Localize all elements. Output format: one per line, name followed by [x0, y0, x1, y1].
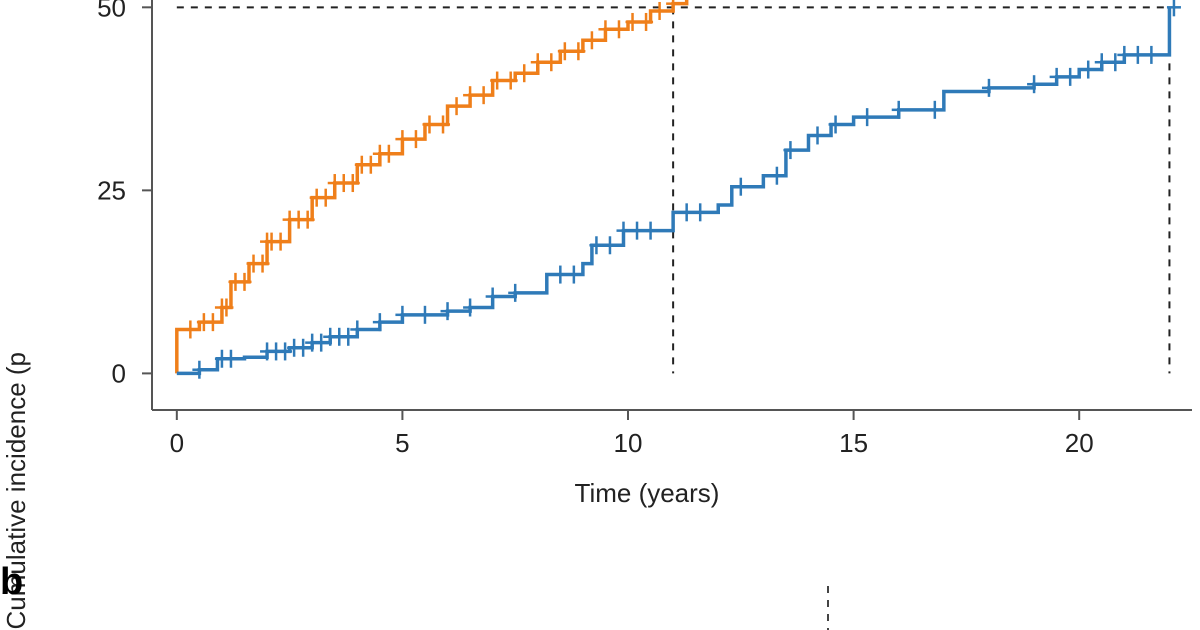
x-tick-label: 15	[839, 428, 868, 458]
x-tick-label: 20	[1065, 428, 1094, 458]
x-tick-label: 0	[170, 428, 184, 458]
series-layer	[175, 0, 1181, 379]
x-tick-label: 10	[614, 428, 643, 458]
y-tick-label: 50	[97, 0, 126, 22]
y-tick-label: 25	[97, 175, 126, 205]
y-tick-label: 0	[112, 358, 126, 388]
y-axis-title: Cumulative incidence (p	[1, 352, 31, 629]
series-orange-line	[175, 0, 689, 374]
series-blue	[176, 0, 1181, 379]
x-tick-label: 5	[395, 428, 409, 458]
y-ticks: 0 25 50	[97, 0, 152, 388]
x-ticks: 0 5 10 15 20	[170, 410, 1094, 458]
panel-b-label: b	[0, 561, 23, 603]
x-axis-title: Time (years)	[575, 478, 720, 508]
series-orange	[175, 0, 689, 374]
